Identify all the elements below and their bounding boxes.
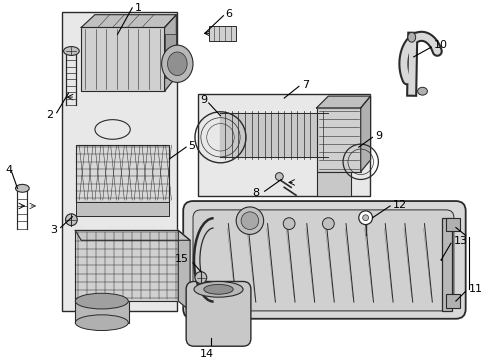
Ellipse shape bbox=[194, 282, 243, 297]
Bar bbox=[76, 145, 170, 202]
Polygon shape bbox=[75, 230, 190, 240]
FancyBboxPatch shape bbox=[193, 210, 454, 311]
Ellipse shape bbox=[204, 284, 233, 294]
Text: 9: 9 bbox=[375, 131, 383, 141]
Ellipse shape bbox=[75, 315, 128, 330]
Bar bbox=[317, 172, 351, 196]
Ellipse shape bbox=[16, 184, 29, 192]
Polygon shape bbox=[178, 230, 190, 311]
Circle shape bbox=[275, 172, 283, 180]
Ellipse shape bbox=[408, 32, 416, 42]
Bar bbox=[75, 301, 129, 323]
Circle shape bbox=[322, 218, 334, 230]
Bar bbox=[198, 94, 369, 196]
Bar bbox=[317, 108, 361, 172]
Text: 11: 11 bbox=[468, 284, 483, 294]
Bar bbox=[446, 218, 460, 231]
Circle shape bbox=[359, 211, 372, 225]
Text: 9: 9 bbox=[200, 95, 207, 105]
Text: 15: 15 bbox=[175, 254, 189, 264]
Text: 2: 2 bbox=[46, 110, 53, 120]
Polygon shape bbox=[361, 96, 370, 172]
Text: 5: 5 bbox=[188, 141, 195, 151]
Bar bbox=[75, 230, 178, 301]
Text: 13: 13 bbox=[454, 236, 468, 246]
Bar bbox=[165, 34, 176, 78]
Circle shape bbox=[363, 215, 368, 221]
Bar bbox=[442, 218, 452, 311]
Circle shape bbox=[241, 212, 259, 230]
Bar bbox=[209, 26, 236, 41]
Text: 12: 12 bbox=[393, 200, 407, 210]
Bar bbox=[446, 294, 460, 308]
Text: 6: 6 bbox=[225, 9, 232, 19]
FancyBboxPatch shape bbox=[186, 282, 251, 346]
Text: 1: 1 bbox=[135, 3, 142, 13]
Ellipse shape bbox=[417, 87, 427, 95]
Text: 7: 7 bbox=[302, 80, 309, 90]
Polygon shape bbox=[81, 15, 176, 27]
Circle shape bbox=[236, 207, 264, 234]
Bar bbox=[81, 27, 165, 91]
Ellipse shape bbox=[75, 293, 128, 309]
Circle shape bbox=[66, 214, 77, 226]
Text: 4: 4 bbox=[5, 165, 12, 175]
Bar bbox=[76, 202, 170, 216]
Polygon shape bbox=[165, 15, 176, 91]
Ellipse shape bbox=[162, 45, 193, 82]
Text: 8: 8 bbox=[252, 188, 260, 198]
Ellipse shape bbox=[168, 52, 187, 76]
Circle shape bbox=[195, 272, 207, 283]
Text: 10: 10 bbox=[434, 40, 448, 50]
Circle shape bbox=[283, 218, 295, 230]
Text: 14: 14 bbox=[200, 349, 214, 359]
Polygon shape bbox=[317, 96, 370, 108]
Bar bbox=[62, 12, 177, 311]
FancyBboxPatch shape bbox=[183, 201, 465, 319]
Text: 3: 3 bbox=[49, 225, 57, 234]
Ellipse shape bbox=[64, 46, 79, 55]
